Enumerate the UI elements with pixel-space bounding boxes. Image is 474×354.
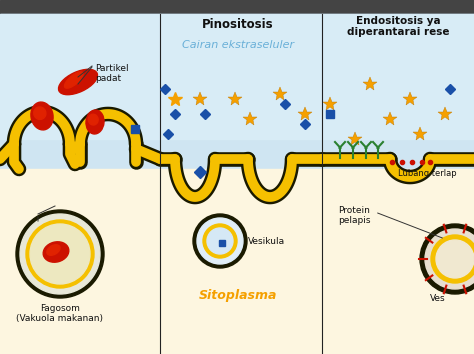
Bar xyxy=(0,0,474,14)
Circle shape xyxy=(193,214,247,268)
Circle shape xyxy=(16,210,104,298)
Text: Sitoplasma: Sitoplasma xyxy=(199,289,277,302)
Circle shape xyxy=(436,240,474,278)
Ellipse shape xyxy=(43,242,69,262)
Text: Vesikula: Vesikula xyxy=(248,236,285,246)
Circle shape xyxy=(425,229,474,289)
Ellipse shape xyxy=(58,69,98,95)
Circle shape xyxy=(30,224,90,284)
Text: Protein
pelapis: Protein pelapis xyxy=(338,206,371,225)
Text: Lubang terlap: Lubang terlap xyxy=(398,169,456,178)
Ellipse shape xyxy=(47,245,60,255)
Text: Pinositosis: Pinositosis xyxy=(202,18,274,31)
Circle shape xyxy=(26,220,94,288)
Ellipse shape xyxy=(88,114,98,125)
Bar xyxy=(0,89,474,169)
Text: Cairan ekstraseluler: Cairan ekstraseluler xyxy=(182,40,294,50)
Text: Ves: Ves xyxy=(430,294,446,303)
Text: diperantarai rese: diperantarai rese xyxy=(347,27,449,37)
Circle shape xyxy=(197,218,243,264)
Bar xyxy=(0,14,474,169)
Ellipse shape xyxy=(64,72,83,88)
Bar xyxy=(0,169,474,354)
Circle shape xyxy=(420,224,474,294)
Circle shape xyxy=(203,224,237,258)
Circle shape xyxy=(20,214,100,294)
Circle shape xyxy=(207,228,233,254)
Circle shape xyxy=(431,235,474,283)
Bar xyxy=(0,14,474,139)
Ellipse shape xyxy=(86,110,104,134)
Text: Partikel
padat: Partikel padat xyxy=(95,64,128,84)
Text: Fagosom
(Vakuola makanan): Fagosom (Vakuola makanan) xyxy=(17,304,103,324)
Text: Endositosis ya: Endositosis ya xyxy=(356,16,440,26)
Ellipse shape xyxy=(34,107,46,119)
Ellipse shape xyxy=(31,102,53,130)
